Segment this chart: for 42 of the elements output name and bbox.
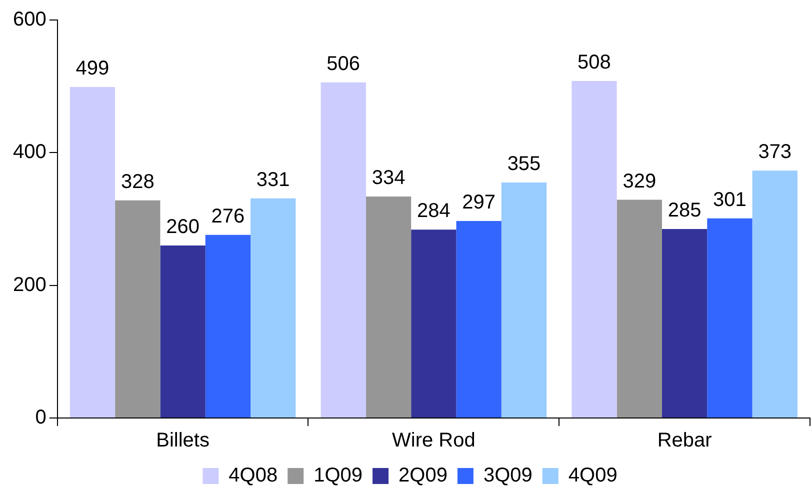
bar [707, 218, 752, 418]
data-label: 373 [758, 141, 792, 164]
data-label: 506 [326, 52, 360, 75]
y-tick-label: 200 [12, 274, 46, 296]
bar [456, 220, 502, 418]
bar [250, 198, 296, 418]
y-tick-label: 600 [12, 8, 46, 31]
bar [662, 228, 708, 418]
data-label: 285 [668, 199, 702, 222]
data-label: 297 [462, 192, 496, 214]
bar [205, 234, 251, 418]
data-label: 508 [578, 52, 611, 74]
bar [501, 182, 547, 418]
bar [572, 81, 617, 418]
legend-label: 2Q09 [398, 464, 448, 487]
bar [752, 170, 798, 418]
legend-label: 1Q09 [314, 464, 363, 487]
data-label: 355 [507, 153, 541, 176]
bar [70, 86, 116, 418]
data-label: 334 [372, 166, 406, 189]
data-label: 499 [76, 58, 110, 80]
bar [411, 230, 456, 418]
data-label: 329 [622, 170, 656, 192]
legend-label: 3Q09 [483, 464, 532, 487]
data-label: 328 [120, 170, 154, 193]
bar [115, 200, 160, 418]
x-tick-label: Rebar [657, 430, 712, 452]
bar [160, 246, 206, 418]
data-label: 301 [713, 188, 746, 211]
data-label: 284 [416, 200, 450, 222]
y-tick-label: 0 [35, 406, 46, 429]
y-tick-label: 400 [12, 141, 46, 164]
data-label: 276 [211, 205, 245, 228]
bar [616, 200, 662, 418]
x-tick-label: Billets [156, 430, 210, 452]
legend-label: 4Q09 [568, 464, 618, 487]
data-label: 331 [256, 168, 290, 191]
data-label: 260 [166, 216, 200, 238]
bar [366, 196, 412, 418]
bar [320, 82, 366, 418]
legend-label: 4Q08 [228, 464, 278, 487]
x-tick-label: Wire Rod [392, 430, 476, 452]
